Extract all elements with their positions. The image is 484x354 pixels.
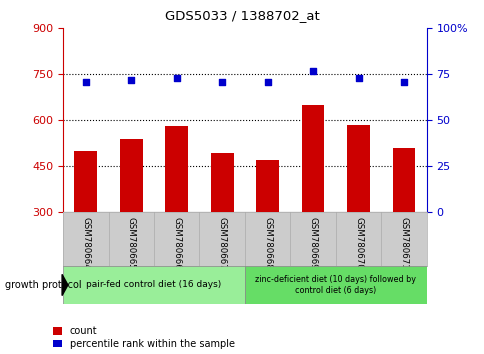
- Bar: [211, 153, 233, 212]
- Bar: [120, 139, 142, 212]
- Bar: [244, 266, 426, 304]
- Text: GSM780671: GSM780671: [399, 217, 408, 269]
- Text: GSM780665: GSM780665: [126, 217, 136, 269]
- Bar: [256, 160, 278, 212]
- Bar: [165, 126, 188, 212]
- Bar: [63, 266, 244, 304]
- Text: GSM780670: GSM780670: [353, 217, 363, 269]
- Legend: count, percentile rank within the sample: count, percentile rank within the sample: [53, 326, 234, 349]
- Text: pair-fed control diet (16 days): pair-fed control diet (16 days): [86, 280, 221, 290]
- Point: [399, 79, 407, 85]
- Bar: [74, 151, 97, 212]
- Point: [309, 68, 317, 74]
- Text: GSM780668: GSM780668: [263, 217, 272, 269]
- Text: GSM780666: GSM780666: [172, 217, 181, 269]
- Polygon shape: [62, 274, 68, 296]
- Text: GSM780664: GSM780664: [81, 217, 90, 269]
- Point: [172, 75, 180, 81]
- Bar: [392, 148, 415, 212]
- Text: growth protocol: growth protocol: [5, 280, 81, 290]
- Text: zinc-deficient diet (10 days) followed by
control diet (6 days): zinc-deficient diet (10 days) followed b…: [255, 275, 415, 295]
- Point: [82, 79, 90, 85]
- Bar: [347, 125, 369, 212]
- Point: [263, 79, 271, 85]
- Text: GSM780667: GSM780667: [217, 217, 226, 269]
- Bar: [301, 105, 324, 212]
- Point: [354, 75, 362, 81]
- Text: GSM780669: GSM780669: [308, 217, 317, 269]
- Text: GDS5033 / 1388702_at: GDS5033 / 1388702_at: [165, 9, 319, 22]
- Point: [127, 77, 135, 83]
- Point: [218, 79, 226, 85]
